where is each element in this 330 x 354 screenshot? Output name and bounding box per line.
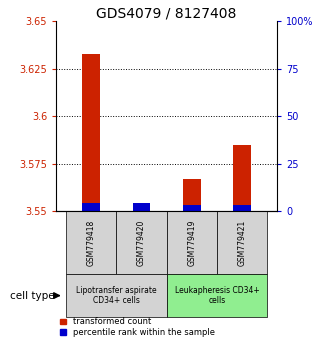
Bar: [233, 145, 251, 211]
Text: GSM779421: GSM779421: [238, 220, 247, 266]
Bar: [217, 211, 267, 274]
Legend: transformed count, percentile rank within the sample: transformed count, percentile rank withi…: [60, 318, 215, 337]
Bar: [66, 211, 116, 274]
Text: GSM779419: GSM779419: [187, 219, 196, 266]
Bar: [66, 274, 167, 317]
Text: cell type: cell type: [11, 291, 55, 301]
Bar: [133, 202, 150, 211]
Text: GSM779418: GSM779418: [87, 220, 96, 266]
Bar: [167, 274, 267, 317]
Bar: [133, 207, 150, 211]
Bar: [233, 205, 251, 211]
Text: Lipotransfer aspirate
CD34+ cells: Lipotransfer aspirate CD34+ cells: [76, 286, 157, 305]
Title: GDS4079 / 8127408: GDS4079 / 8127408: [96, 6, 237, 20]
Bar: [82, 53, 100, 211]
Text: Leukapheresis CD34+
cells: Leukapheresis CD34+ cells: [175, 286, 259, 305]
Bar: [183, 179, 201, 211]
Text: GSM779420: GSM779420: [137, 219, 146, 266]
Bar: [183, 205, 201, 211]
Bar: [116, 211, 167, 274]
Bar: [167, 211, 217, 274]
Bar: [82, 202, 100, 211]
